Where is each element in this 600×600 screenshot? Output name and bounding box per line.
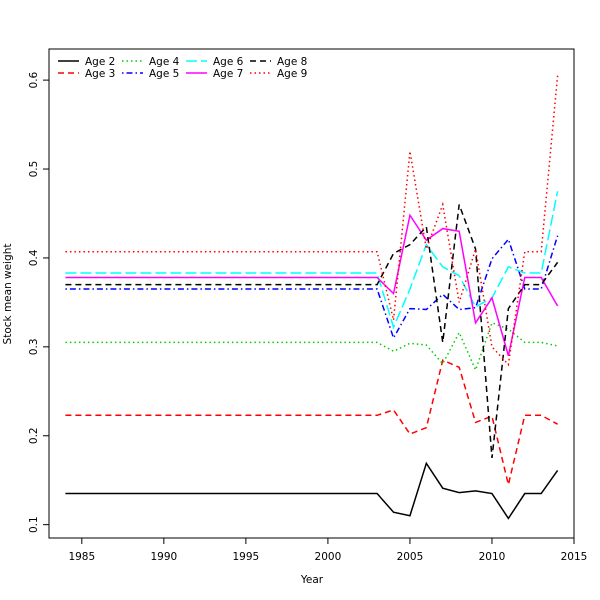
y-tick-label-0: 0.1 <box>28 516 40 533</box>
series-line-age-9 <box>65 75 559 367</box>
x-tick-label-6: 2015 <box>561 551 588 563</box>
series-line-age-3 <box>65 359 558 485</box>
x-tick-label-3: 2000 <box>315 551 342 563</box>
series-line-age-6 <box>65 191 559 330</box>
y-tick-label-2: 0.3 <box>28 338 40 355</box>
y-tick-label-4: 0.5 <box>28 161 40 178</box>
series-line-age-7 <box>65 213 559 356</box>
y-tick-label-5: 0.6 <box>28 71 40 88</box>
x-axis: 1985 1990 1995 2000 2005 2010 2015 <box>68 538 587 563</box>
series-line-age-5 <box>65 235 559 340</box>
y-axis-title: Stock mean weight <box>2 244 14 345</box>
legend-label-age-2: Age 2 <box>85 56 115 68</box>
x-axis-title: Year <box>300 574 324 586</box>
legend-label-age-9: Age 9 <box>277 68 307 80</box>
y-tick-label-1: 0.2 <box>28 427 40 444</box>
x-tick-label-2: 1995 <box>233 551 260 563</box>
series-line-age-8 <box>65 204 559 459</box>
legend-label-age-6: Age 6 <box>213 56 244 68</box>
series-line-age-2 <box>65 461 559 520</box>
plot-frame <box>48 48 575 539</box>
legend-label-age-8: Age 8 <box>277 56 307 68</box>
x-tick-label-1: 1990 <box>150 551 177 563</box>
legend-label-age-5: Age 5 <box>149 68 179 80</box>
x-tick-label-0: 1985 <box>68 551 95 563</box>
x-tick-label-4: 2005 <box>397 551 424 563</box>
x-tick-label-5: 2010 <box>479 551 506 563</box>
y-tick-label-3: 0.4 <box>28 249 40 266</box>
series-line-age-4 <box>65 321 558 373</box>
series-layer <box>65 75 559 520</box>
legend-label-age-7: Age 7 <box>213 68 243 80</box>
y-axis: 0.1 0.2 0.3 0.4 0.5 0.6 <box>28 71 49 533</box>
legend-label-age-4: Age 4 <box>149 56 180 68</box>
legend-label-age-3: Age 3 <box>85 68 115 80</box>
